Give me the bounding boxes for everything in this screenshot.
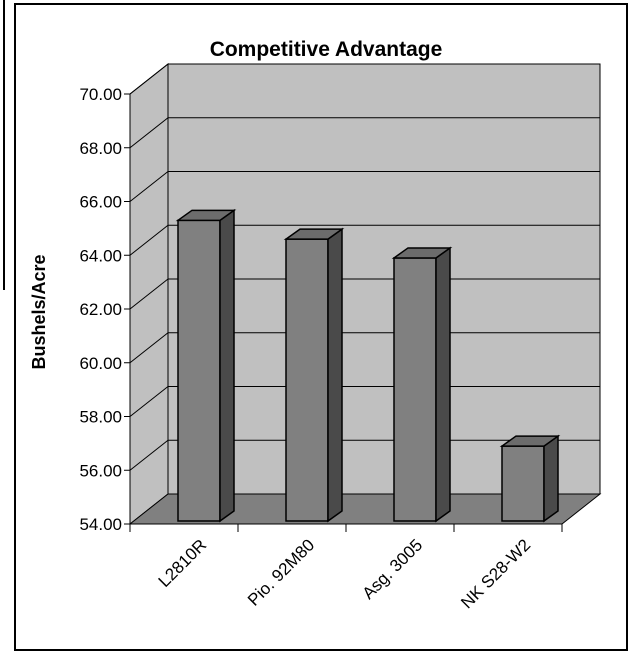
bar-side xyxy=(327,227,343,523)
axes xyxy=(124,93,563,532)
gridline-side xyxy=(129,117,169,149)
y-tick-labels: 54.00 56.00 58.00 60.00 62.00 64.00 66.00 68.00… xyxy=(79,85,122,534)
bar xyxy=(283,227,345,523)
bar xyxy=(175,208,237,523)
y-tick-label: 66.00 xyxy=(79,193,122,212)
bar-side xyxy=(219,208,235,523)
x-tick-label: NK S28-W2 xyxy=(457,535,534,612)
gridline-side xyxy=(129,63,169,95)
bar-top xyxy=(391,247,453,259)
gridlines xyxy=(129,63,600,471)
y-tick-label: 70.00 xyxy=(79,85,122,104)
bar-top xyxy=(175,209,237,222)
y-tick-label: 62.00 xyxy=(79,300,122,319)
gridline-side xyxy=(129,224,169,256)
bar-front xyxy=(501,445,545,522)
y-tick-label: 64.00 xyxy=(79,246,122,265)
bar xyxy=(391,246,453,523)
chart-title: Competitive Advantage xyxy=(210,38,443,61)
bar xyxy=(499,434,561,523)
x-tick-label: Asg. 3005 xyxy=(359,535,427,603)
bar-front xyxy=(393,257,437,522)
y-tick-label: 60.00 xyxy=(79,354,122,373)
y-tick-label: 56.00 xyxy=(79,461,122,480)
y-tick-label: 68.00 xyxy=(79,139,122,158)
gridline-side xyxy=(129,332,169,364)
x-tick-labels: L2810R Pio. 92M80 Asg. 3005 NK S28-W2 xyxy=(155,535,535,612)
bar-top xyxy=(499,435,561,447)
gridline-side xyxy=(129,439,169,471)
bar-front xyxy=(285,238,329,522)
bar-front xyxy=(177,219,221,522)
y-tick-label: 58.00 xyxy=(79,408,122,427)
y-axis-label: Bushels/Acre xyxy=(29,254,49,369)
gridline-side xyxy=(129,278,169,310)
chart-frame xyxy=(14,3,628,651)
gridline-side xyxy=(129,386,169,417)
bar-top xyxy=(283,228,345,240)
bar-side xyxy=(435,246,451,523)
bar-side xyxy=(543,434,559,523)
bars xyxy=(175,208,561,523)
x-tick-label: Pio. 92M80 xyxy=(244,535,318,609)
x-tick-label: L2810R xyxy=(155,535,211,591)
y-tick-label: 54.00 xyxy=(79,515,122,534)
gridline-side xyxy=(129,171,169,202)
